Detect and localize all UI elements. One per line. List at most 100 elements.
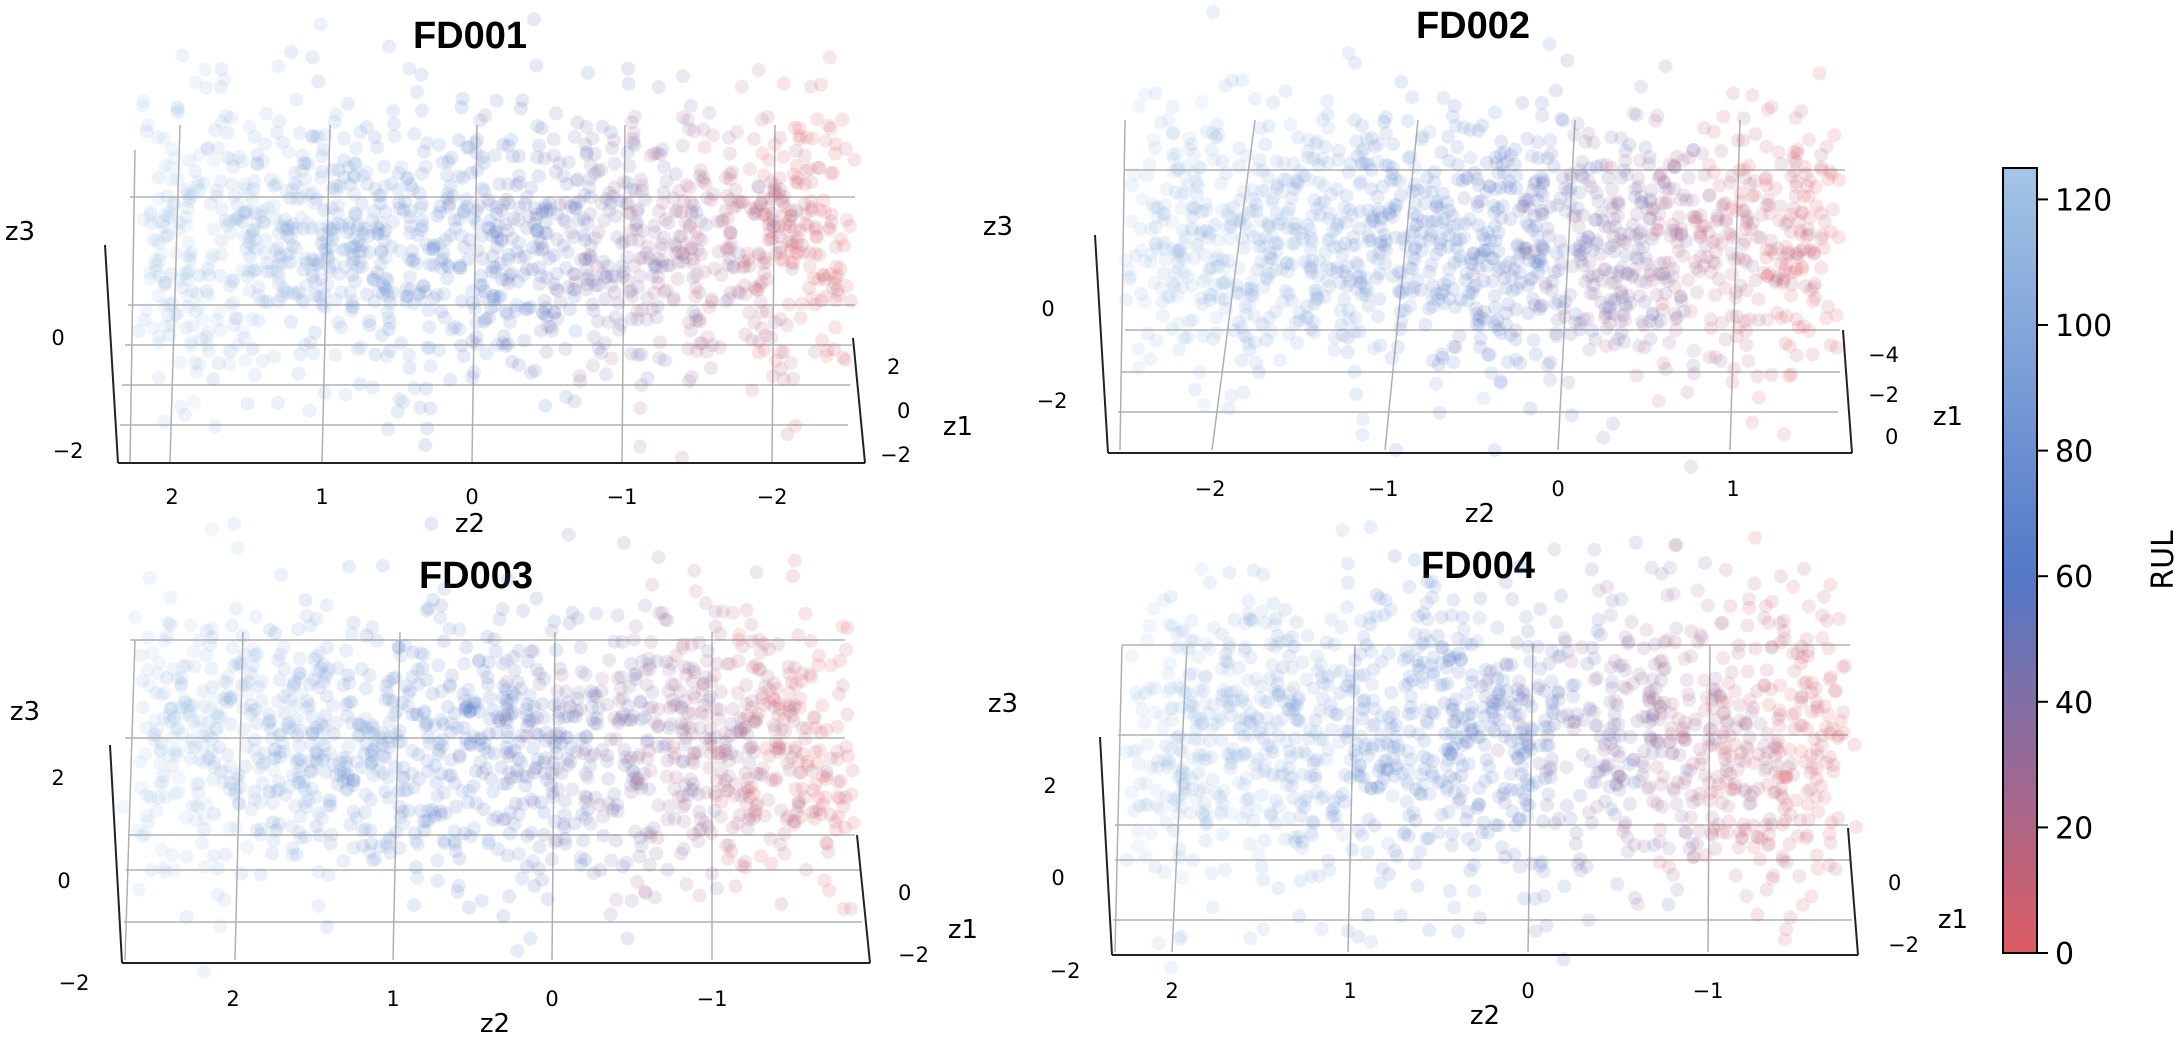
scatter-point: [1248, 92, 1262, 106]
scatter-point: [1709, 245, 1723, 259]
scatter-point: [622, 159, 636, 173]
scatter-point: [701, 330, 715, 344]
scatter-point: [1430, 199, 1444, 213]
scatter-point: [774, 241, 788, 255]
scatter-point: [1392, 265, 1406, 279]
scatter-point: [1695, 147, 1709, 161]
scatter-point: [1652, 267, 1666, 281]
scatter-point: [243, 284, 257, 298]
scatter-point: [606, 189, 620, 203]
scatter-point: [1174, 188, 1188, 202]
scatter-point: [1814, 261, 1828, 275]
scatter-point: [1373, 245, 1387, 259]
scatter-point: [225, 619, 239, 633]
scatter-point: [1232, 141, 1246, 155]
scatter-point: [512, 358, 526, 372]
scatter-point: [165, 296, 179, 310]
scatter-point: [274, 568, 288, 582]
scatter-point: [264, 173, 278, 187]
scatter-point: [812, 649, 826, 663]
scatter-point: [207, 849, 221, 863]
scatter-point: [589, 607, 603, 621]
scatter-point: [726, 606, 740, 620]
scatter-point: [506, 149, 520, 163]
scatter-point: [1162, 113, 1176, 127]
scatter-point: [490, 94, 504, 108]
scatter-point: [1193, 365, 1207, 379]
scatter-point: [1708, 288, 1722, 302]
scatter-point: [535, 243, 549, 257]
scatter-point: [529, 59, 543, 73]
scatter-point: [731, 686, 745, 700]
scatter-point: [137, 94, 151, 108]
scatter-point: [512, 214, 526, 228]
scatter-point: [547, 149, 561, 163]
scatter-point: [1191, 179, 1205, 193]
scatter-point: [1373, 267, 1387, 281]
scatter-point: [1221, 221, 1235, 235]
scatter-point: [1341, 576, 1355, 590]
scatter-point: [433, 611, 447, 625]
tick-z: −2: [59, 971, 90, 995]
scatter-point: [1321, 107, 1335, 121]
scatter-point: [660, 283, 674, 297]
scatter-point: [667, 812, 681, 826]
scatter-point: [631, 348, 645, 362]
scatter-point: [1727, 362, 1741, 376]
scatter-point: [191, 800, 205, 814]
scatter-point: [795, 666, 809, 680]
scatter-point: [1631, 180, 1645, 194]
scatter-point: [689, 584, 703, 598]
scatter-point: [1401, 114, 1415, 128]
scatter-point: [508, 663, 522, 677]
scatter-point: [1680, 385, 1694, 399]
scatter-point: [1531, 254, 1545, 268]
scatter-point: [1697, 121, 1711, 135]
scatter-point: [132, 324, 146, 338]
scatter-point: [1371, 310, 1385, 324]
scatter-point: [1527, 333, 1541, 347]
scatter-point: [430, 853, 444, 867]
scatter-point: [1777, 427, 1791, 441]
scatter-point: [624, 751, 638, 765]
axis-label-x: z2: [1465, 499, 1495, 529]
scatter-point: [139, 303, 153, 317]
scatter-point: [608, 711, 622, 725]
scatter-point: [749, 565, 763, 579]
scatter-point: [662, 799, 676, 813]
scatter-point: [1533, 859, 1547, 873]
scatter-point: [596, 829, 610, 843]
scatter-point: [1560, 54, 1574, 68]
scatter-point: [780, 427, 794, 441]
scatter-point: [378, 785, 392, 799]
scatter-point: [306, 50, 320, 64]
scatter-point: [752, 662, 766, 676]
scatter-point: [526, 741, 540, 755]
scatter-point: [1384, 173, 1398, 187]
scatter-point: [233, 659, 247, 673]
scatter-point: [1237, 778, 1251, 792]
scatter-point: [1394, 75, 1408, 89]
scatter-point: [1645, 183, 1659, 197]
scatter-point: [629, 223, 643, 237]
scatter-point: [504, 133, 518, 147]
scatter-point: [1513, 560, 1527, 574]
scatter-point: [1557, 879, 1571, 893]
scatter-point: [1716, 110, 1730, 124]
scatter-point: [218, 72, 232, 86]
scatter-point: [578, 668, 592, 682]
scatter-point: [1832, 612, 1846, 626]
scatter-point: [762, 749, 776, 763]
scatter-point: [402, 62, 416, 76]
scatter-point: [782, 298, 796, 312]
scatter-point: [685, 638, 699, 652]
scatter-point: [1209, 311, 1223, 325]
scatter-point: [1598, 310, 1612, 324]
scatter-point: [188, 660, 202, 674]
scatter-point: [168, 787, 182, 801]
scatter-point: [410, 85, 424, 99]
scatter-point: [1520, 132, 1534, 146]
scatter-point: [665, 693, 679, 707]
scatter-point: [1674, 290, 1688, 304]
scatter-point: [405, 707, 419, 721]
